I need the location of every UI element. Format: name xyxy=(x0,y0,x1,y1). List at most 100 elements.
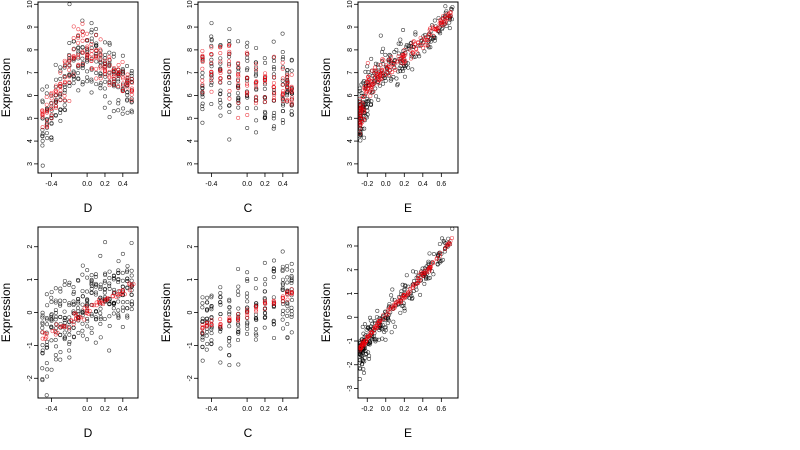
data-point xyxy=(226,59,231,64)
data-point xyxy=(368,85,373,90)
data-point xyxy=(62,58,67,63)
data-point xyxy=(58,107,63,112)
data-point xyxy=(271,275,276,280)
data-point xyxy=(209,295,214,300)
data-point xyxy=(369,82,374,87)
data-point xyxy=(125,110,130,115)
data-point xyxy=(62,278,67,283)
data-point xyxy=(209,34,214,39)
data-point xyxy=(448,239,453,244)
series-fitted xyxy=(40,281,136,341)
data-point xyxy=(42,331,47,336)
data-point xyxy=(253,106,258,111)
data-point xyxy=(209,318,214,323)
data-point xyxy=(71,335,76,340)
data-point xyxy=(402,47,407,52)
data-point xyxy=(245,323,250,328)
data-point xyxy=(125,93,130,98)
data-point xyxy=(62,107,67,112)
data-point xyxy=(200,295,205,300)
data-point xyxy=(58,88,63,93)
data-point xyxy=(49,324,54,329)
x-tick-label: 0.4 xyxy=(418,181,428,188)
points-top-right xyxy=(357,4,455,143)
data-point xyxy=(381,81,386,86)
data-point xyxy=(380,67,385,72)
data-point xyxy=(120,84,125,89)
data-point xyxy=(383,325,388,330)
data-point xyxy=(236,316,241,321)
data-point xyxy=(245,126,250,131)
data-point xyxy=(40,330,45,335)
data-point xyxy=(395,83,400,88)
data-point xyxy=(40,138,45,143)
data-point xyxy=(80,272,85,277)
data-point xyxy=(40,313,45,318)
data-point xyxy=(390,70,395,75)
y-tick-label: 7 xyxy=(27,71,34,75)
data-point xyxy=(394,47,399,52)
data-point xyxy=(245,83,250,88)
data-point xyxy=(85,79,90,84)
data-point xyxy=(285,73,290,78)
data-point xyxy=(403,63,408,68)
data-point xyxy=(85,337,90,342)
data-point xyxy=(392,303,397,308)
data-point xyxy=(111,54,116,59)
x-tick-label: 0.4 xyxy=(118,181,128,188)
data-point xyxy=(271,113,276,118)
data-point xyxy=(200,94,205,99)
data-point xyxy=(281,299,286,304)
data-point xyxy=(398,300,403,305)
data-point xyxy=(428,265,433,270)
data-point xyxy=(129,96,134,101)
data-point xyxy=(89,313,94,318)
data-point xyxy=(425,43,430,48)
data-point xyxy=(53,310,58,315)
data-point xyxy=(423,270,428,275)
data-point xyxy=(89,284,94,289)
data-point xyxy=(67,63,72,68)
data-point xyxy=(402,59,407,64)
data-point xyxy=(401,292,406,297)
data-point xyxy=(403,283,408,288)
y-axis-label: Expression xyxy=(159,283,173,342)
data-point xyxy=(372,325,377,330)
series-observed xyxy=(357,226,455,382)
data-point xyxy=(61,325,66,330)
data-point xyxy=(200,66,205,71)
data-point xyxy=(376,337,381,342)
data-point xyxy=(67,282,72,287)
data-point xyxy=(227,324,232,329)
data-point xyxy=(107,42,112,47)
data-point xyxy=(130,81,135,86)
data-point xyxy=(54,83,59,88)
data-point xyxy=(280,57,285,62)
data-point xyxy=(263,282,268,287)
data-point xyxy=(262,56,267,61)
data-point xyxy=(120,76,125,81)
data-point xyxy=(376,97,381,102)
data-point xyxy=(94,303,99,308)
data-point xyxy=(116,314,121,319)
data-point xyxy=(365,61,370,66)
data-point xyxy=(205,295,210,300)
data-point xyxy=(254,307,259,312)
data-point xyxy=(373,86,378,91)
data-point xyxy=(129,278,134,283)
data-point xyxy=(227,339,232,344)
x-tick-label: 0.0 xyxy=(242,181,252,188)
data-point xyxy=(413,282,418,287)
data-point xyxy=(245,95,250,100)
data-point xyxy=(98,71,103,76)
data-point xyxy=(71,39,76,44)
data-point xyxy=(253,304,258,309)
data-point xyxy=(80,294,85,299)
y-tick-label: 0 xyxy=(347,315,354,319)
data-point xyxy=(116,84,121,89)
data-point xyxy=(54,77,59,82)
data-point xyxy=(227,103,232,108)
data-point xyxy=(420,266,425,271)
data-point xyxy=(367,326,372,331)
